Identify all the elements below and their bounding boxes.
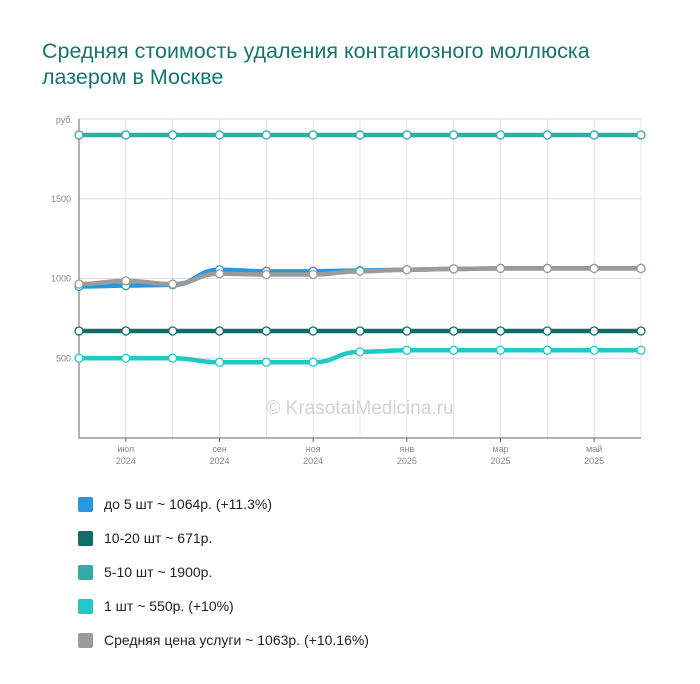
legend-label: 10-20 шт ~ 671р. <box>104 530 213 546</box>
series-point-4 <box>121 276 131 286</box>
x-tick-label-month: ноя <box>306 444 321 454</box>
chart-legend: до 5 шт ~ 1064р. (+11.3%) 10-20 шт ~ 671р… <box>78 487 369 657</box>
series-point-2 <box>495 130 506 140</box>
x-tick-label-year: 2025 <box>490 456 510 466</box>
series-point-1 <box>168 326 178 336</box>
legend-item: 10-20 шт ~ 671р. <box>78 521 369 555</box>
x-tick-label-month: мар <box>492 444 508 454</box>
legend-item: 1 шт ~ 550р. (+10%) <box>78 589 369 623</box>
watermark: © KrasotaiMedicina.ru <box>266 398 453 419</box>
legend-item: до 5 шт ~ 1064р. (+11.3%) <box>78 487 369 521</box>
series-point-4 <box>355 266 365 276</box>
series-point-4 <box>74 279 84 289</box>
series-point-2 <box>214 130 225 140</box>
series-point-3 <box>214 357 225 367</box>
series-point-1 <box>214 326 225 336</box>
series-point-2 <box>589 130 599 140</box>
series-point-3 <box>636 345 646 355</box>
y-tick-label: 1000 <box>51 274 71 284</box>
series-point-4 <box>449 264 459 274</box>
series-point-4 <box>402 265 412 275</box>
legend-label: Средняя цена услуги ~ 1063р. (+10.16%) <box>104 632 369 648</box>
series-point-2 <box>542 130 552 140</box>
series-point-1 <box>636 326 646 336</box>
x-tick-label-year: 2024 <box>209 456 229 466</box>
series-point-1 <box>589 326 599 336</box>
series-point-4 <box>636 263 646 274</box>
legend-swatch <box>78 598 93 614</box>
series-point-1 <box>449 326 459 336</box>
series-point-2 <box>121 130 131 140</box>
x-tick-label-year: 2025 <box>584 456 604 466</box>
series-point-1 <box>542 326 552 336</box>
series-point-2 <box>74 130 84 140</box>
x-tick-label-year: 2024 <box>303 456 323 466</box>
series-point-3 <box>589 345 599 355</box>
series-point-2 <box>402 130 412 140</box>
x-tick-label-month: май <box>586 444 602 454</box>
series-point-2 <box>449 130 459 140</box>
x-tick-label-month: июл <box>117 444 134 454</box>
x-tick-label-month: сен <box>212 444 227 454</box>
y-tick-label: 1500 <box>51 194 71 204</box>
series-point-1 <box>261 326 271 336</box>
line-chart: руб. 500 1000 1500 июл 2024 сен 2024 ноя 2024 янв 2… <box>51 115 646 466</box>
series-point-1 <box>402 326 412 336</box>
x-tick-label-year: 2025 <box>397 456 417 466</box>
series-point-3 <box>449 345 459 355</box>
legend-swatch <box>78 496 93 512</box>
series-point-2 <box>168 130 178 140</box>
series-point-2 <box>636 130 646 140</box>
y-tick-label: 500 <box>56 353 71 363</box>
chart-title: Средняя стоимость удаления контагиозного… <box>42 39 590 89</box>
series-point-3 <box>495 345 506 355</box>
series-point-4 <box>168 279 178 289</box>
x-tick-label-month: янв <box>400 444 415 454</box>
series-point-2 <box>308 130 318 140</box>
series-point-3 <box>308 357 318 367</box>
legend-label: 5-10 шт ~ 1900р. <box>104 564 213 580</box>
legend-label: до 5 шт ~ 1064р. (+11.3%) <box>104 496 272 512</box>
legend-item: Средняя цена услуги ~ 1063р. (+10.16%) <box>78 623 369 657</box>
series-point-4 <box>214 269 225 279</box>
series-point-1 <box>308 326 318 336</box>
series-point-1 <box>121 326 131 336</box>
series-point-1 <box>74 326 84 336</box>
series-point-1 <box>355 326 365 336</box>
legend-swatch <box>78 632 93 648</box>
series-point-4 <box>589 263 599 274</box>
series-point-3 <box>121 353 131 363</box>
series-point-1 <box>495 326 506 336</box>
series-point-3 <box>542 345 552 355</box>
series-point-2 <box>261 130 271 140</box>
series-point-4 <box>495 263 506 274</box>
series-point-3 <box>261 357 271 367</box>
series-point-3 <box>74 353 84 363</box>
y-unit-label: руб. <box>56 115 73 125</box>
series-point-4 <box>542 263 552 274</box>
legend-item: 5-10 шт ~ 1900р. <box>78 555 369 589</box>
series-point-4 <box>261 269 271 280</box>
legend-swatch <box>78 530 93 546</box>
legend-label: 1 шт ~ 550р. (+10%) <box>104 598 234 614</box>
series-point-3 <box>168 353 178 363</box>
x-tick-label-year: 2024 <box>116 456 136 466</box>
series-point-3 <box>402 345 412 355</box>
series-point-3 <box>355 347 365 357</box>
series-point-2 <box>355 130 365 140</box>
legend-swatch <box>78 564 93 580</box>
series-point-4 <box>308 269 318 280</box>
